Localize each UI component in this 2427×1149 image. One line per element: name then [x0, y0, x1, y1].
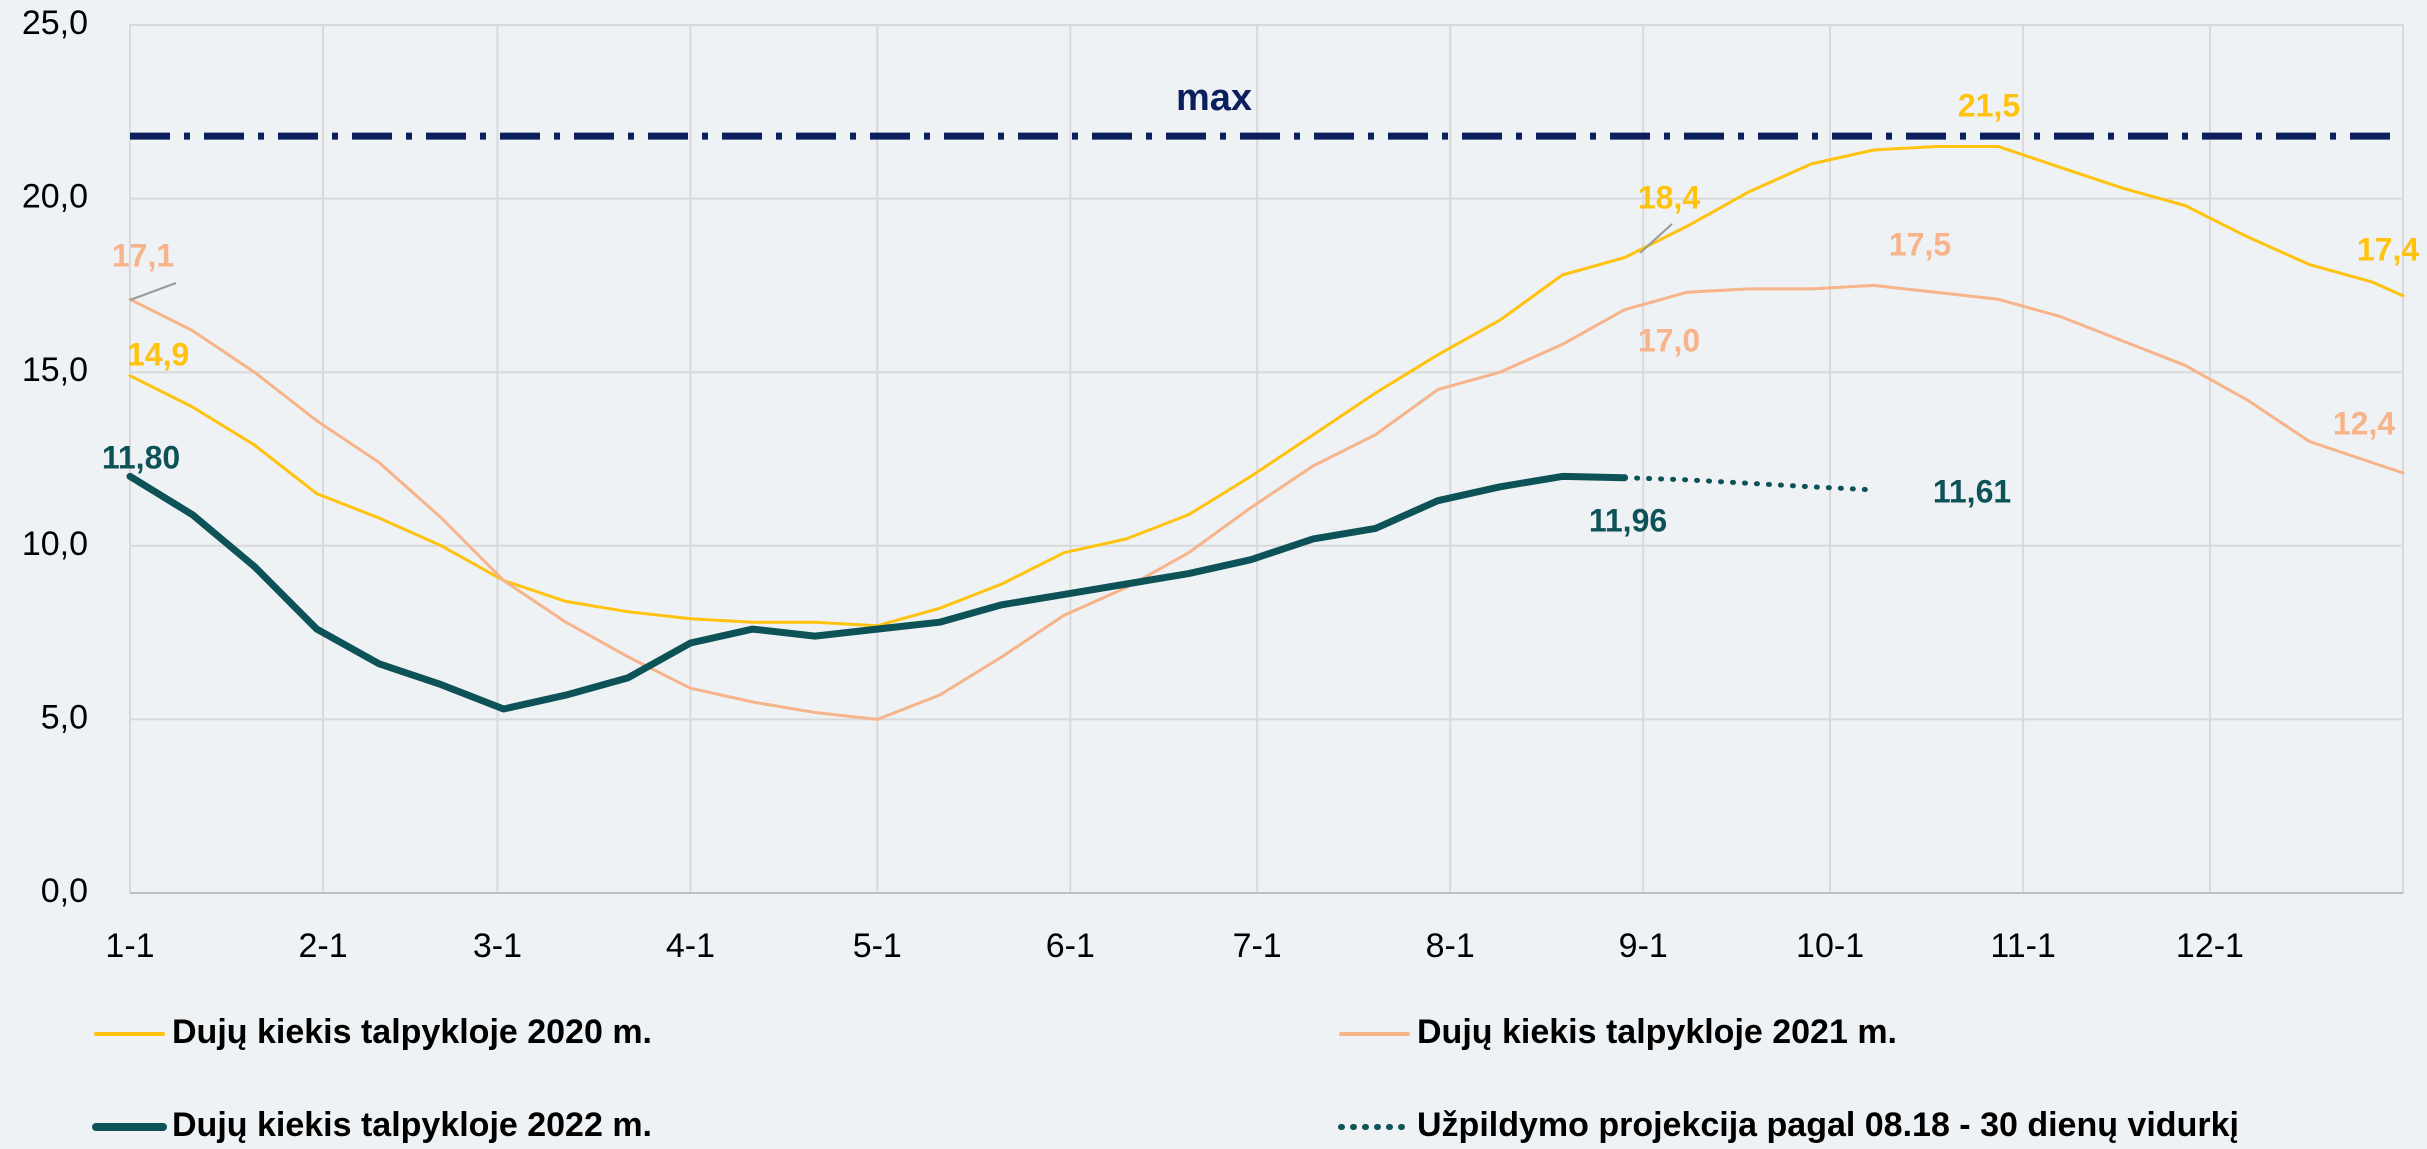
- x-tick-label: 4-1: [666, 927, 715, 965]
- data-label: 18,4: [1638, 179, 1700, 215]
- x-tick-label: 8-1: [1426, 927, 1475, 965]
- y-tick-label: 15,0: [22, 351, 88, 389]
- data-label: 11,80: [102, 439, 180, 475]
- data-label: 21,5: [1958, 87, 2020, 123]
- y-tick-label: 5,0: [41, 698, 88, 736]
- data-label: 17,0: [1638, 322, 1700, 358]
- data-label: 17,5: [1889, 226, 1951, 262]
- data-label: 11,61: [1933, 473, 2011, 509]
- x-tick-label: 12-1: [2176, 927, 2244, 965]
- x-tick-label: 11-1: [1990, 927, 2056, 965]
- x-tick-label: 7-1: [1233, 927, 1282, 965]
- legend-label: Dujų kiekis talpykloje 2022 m.: [172, 1106, 652, 1144]
- x-tick-label: 5-1: [853, 927, 902, 965]
- legend-label: Dujų kiekis talpykloje 2020 m.: [172, 1013, 652, 1051]
- series-line: [128, 283, 2405, 721]
- x-tick-label: 2-1: [298, 927, 347, 965]
- x-tick-label: 9-1: [1619, 927, 1668, 965]
- y-tick-label: 0,0: [41, 872, 88, 910]
- series-line: [1622, 475, 1877, 493]
- data-label: 17,4: [2357, 231, 2419, 267]
- y-tick-label: 20,0: [22, 178, 88, 216]
- legend-label: Užpildymo projekcija pagal 08.18 - 30 di…: [1417, 1106, 2239, 1144]
- leader: [1639, 223, 1673, 254]
- x-tick-label: 6-1: [1046, 927, 1095, 965]
- data-label: 14,9: [127, 336, 189, 372]
- plot-area: [129, 24, 2404, 894]
- y-tick-label: 10,0: [22, 525, 88, 563]
- data-label: 17,1: [112, 237, 174, 273]
- reference-label: max: [1176, 77, 1252, 119]
- leader: [129, 282, 177, 301]
- series-line: [128, 145, 2405, 628]
- legend-label: Dujų kiekis talpykloje 2021 m.: [1417, 1013, 1897, 1051]
- x-tick-label: 1-1: [105, 927, 154, 965]
- series-line: [126, 472, 1629, 713]
- data-label: 11,96: [1589, 502, 1667, 538]
- data-label: 12,4: [2333, 405, 2395, 441]
- x-tick-label: 3-1: [473, 927, 522, 965]
- x-tick-label: 10-1: [1796, 927, 1864, 965]
- y-tick-label: 25,0: [22, 4, 88, 42]
